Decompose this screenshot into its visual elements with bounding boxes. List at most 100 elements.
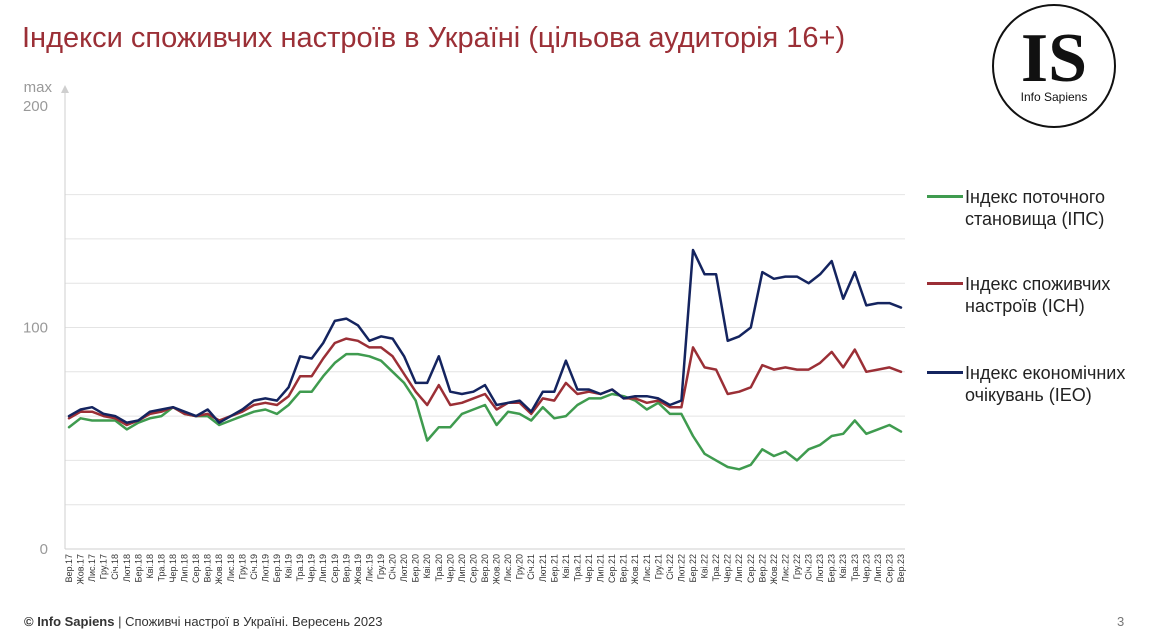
x-tick-label: Лип.20 [457, 554, 467, 582]
x-tick-label: Сер.19 [330, 554, 340, 583]
y-axis-max-label: max [24, 79, 53, 96]
legend-item-ieo: Індекс економічних очікувань (ІЕО) [927, 362, 1130, 406]
x-tick-label: Чер.18 [168, 554, 178, 583]
x-tick-label: Лют.20 [399, 554, 409, 582]
legend-label-icn: Індекс споживчих настроїв (ІСН) [965, 274, 1111, 316]
x-tick-label: Лют.18 [122, 554, 132, 582]
y-axis-arrow [61, 85, 69, 93]
x-tick-label: Лют.23 [815, 554, 825, 582]
legend-item-icn: Індекс споживчих настроїв (ІСН) [927, 273, 1130, 317]
x-tick-label: Лип.22 [734, 554, 744, 582]
x-tick-label: Січ.18 [110, 554, 120, 580]
x-tick-label: Лис.21 [642, 554, 652, 582]
x-tick-label: Вер.18 [203, 554, 213, 583]
x-tick-label: Жов.18 [214, 554, 224, 585]
footer-brand: © Info Sapiens [24, 614, 115, 629]
x-tick-label: Жов.17 [76, 554, 86, 585]
y-tick-label: 0 [40, 541, 48, 558]
x-tick-label: Сер.20 [468, 554, 478, 583]
x-tick-label: Жов.21 [630, 554, 640, 585]
logo-letters: IS [1021, 20, 1087, 97]
x-tick-label: Вер.23 [896, 554, 906, 583]
page-title: Індекси споживчих настроїв в Україні (ці… [22, 22, 846, 54]
line-chart: Вер.17 Жов.17 Лис.17 Гру.17 Січ.18 Лют.18 Бер.… [23, 79, 906, 585]
x-tick-label: Січ.19 [249, 554, 259, 580]
y-tick-label: 200 [23, 98, 48, 115]
x-tick-label: Тра.22 [711, 554, 721, 582]
x-tick-label: Вер.17 [64, 554, 74, 583]
x-tick-label: Жов.22 [769, 554, 779, 585]
x-tick-label: Січ.20 [388, 554, 398, 580]
x-tick-label: Чер.20 [445, 554, 455, 583]
x-tick-label: Бер.19 [272, 554, 282, 582]
footer-text: | Споживчі настрої в Україні. Вересень 2… [114, 614, 383, 629]
x-tick-label: Кві.21 [561, 554, 571, 579]
x-tick-label: Бер.22 [688, 554, 698, 582]
x-tick-label: Кві.18 [145, 554, 155, 579]
x-tick-label: Тра.20 [434, 554, 444, 582]
x-tick-label: Чер.22 [723, 554, 733, 583]
x-tick-label: Чер.23 [861, 554, 871, 583]
x-tick-label: Кві.20 [422, 554, 432, 579]
x-tick-label: Жов.20 [492, 554, 502, 585]
x-tick-label: Гру.22 [792, 554, 802, 579]
x-tick-label: Гру.20 [515, 554, 525, 579]
x-tick-label: Лют.21 [538, 554, 548, 582]
x-tick-label: Сер.23 [884, 554, 894, 583]
x-tick-label: Гру.19 [376, 554, 386, 579]
x-tick-label: Лют.22 [676, 554, 686, 582]
x-tick-label: Бер.18 [133, 554, 143, 582]
x-tick-label: Лют.19 [260, 554, 270, 582]
info-sapiens-logo: IS Info Sapiens [991, 3, 1117, 129]
legend-item-ips: Індекс поточного становища (ІПС) [927, 186, 1130, 230]
x-tick-label: Січ.21 [526, 554, 536, 580]
x-tick-label: Гру.18 [237, 554, 247, 579]
x-tick-label: Вер.19 [341, 554, 351, 583]
legend-swatch-ips [927, 195, 963, 198]
x-tick-label: Лис.18 [226, 554, 236, 582]
x-tick-label: Лип.23 [873, 554, 883, 582]
x-tick-label: Сер.21 [607, 554, 617, 583]
x-tick-label: Гру.21 [653, 554, 663, 579]
legend-swatch-icn [927, 282, 963, 285]
x-tick-label: Тра.18 [156, 554, 166, 582]
x-tick-label: Жов.19 [353, 554, 363, 585]
x-tick-label: Тра.19 [295, 554, 305, 582]
page-number: 3 [1117, 614, 1125, 629]
x-tick-label: Лис.17 [87, 554, 97, 582]
logo-mark: IS Info Sapiens [992, 4, 1116, 128]
series-line-ips [67, 352, 903, 471]
legend-label-ieo: Індекс економічних очікувань (ІЕО) [965, 363, 1126, 405]
series-line-ieo [67, 248, 903, 424]
grid-lines [65, 194, 905, 506]
logo-subtitle: Info Sapiens [1021, 90, 1088, 104]
x-tick-label: Січ.23 [804, 554, 814, 580]
x-tick-label: Сер.18 [191, 554, 201, 583]
series-line-icn [67, 337, 903, 427]
x-tick-label: Лип.21 [596, 554, 606, 582]
legend-swatch-ieo [927, 371, 963, 374]
x-tick-label: Сер.22 [746, 554, 756, 583]
x-tick-label: Чер.19 [307, 554, 317, 583]
legend-label-ips: Індекс поточного становища (ІПС) [965, 187, 1106, 229]
axes [61, 85, 905, 550]
x-tick-label: Лип.18 [180, 554, 190, 582]
y-tick-labels: 200 max 100 0 [23, 79, 53, 558]
x-tick-label: Тра.23 [850, 554, 860, 582]
x-tick-label: Лис.20 [503, 554, 513, 582]
footer: © Info Sapiens | Споживчі настрої в Укра… [24, 614, 383, 629]
y-tick-label: 100 [23, 320, 48, 337]
x-tick-label: Бер.23 [827, 554, 837, 582]
x-tick-label: Вер.21 [619, 554, 629, 583]
x-tick-label: Лип.19 [318, 554, 328, 582]
x-tick-label: Гру.17 [99, 554, 109, 579]
x-tick-label: Кві.19 [284, 554, 294, 579]
x-tick-labels: Вер.17 Жов.17 Лис.17 Гру.17 Січ.18 Лют.18 Бер.… [64, 554, 906, 585]
x-tick-label: Лис.19 [364, 554, 374, 582]
x-tick-label: Лис.22 [780, 554, 790, 582]
x-tick-label: Бер.20 [411, 554, 421, 582]
x-tick-label: Бер.21 [549, 554, 559, 582]
x-tick-label: Чер.21 [584, 554, 594, 583]
x-tick-label: Кві.22 [700, 554, 710, 579]
x-tick-label: Тра.21 [572, 554, 582, 582]
